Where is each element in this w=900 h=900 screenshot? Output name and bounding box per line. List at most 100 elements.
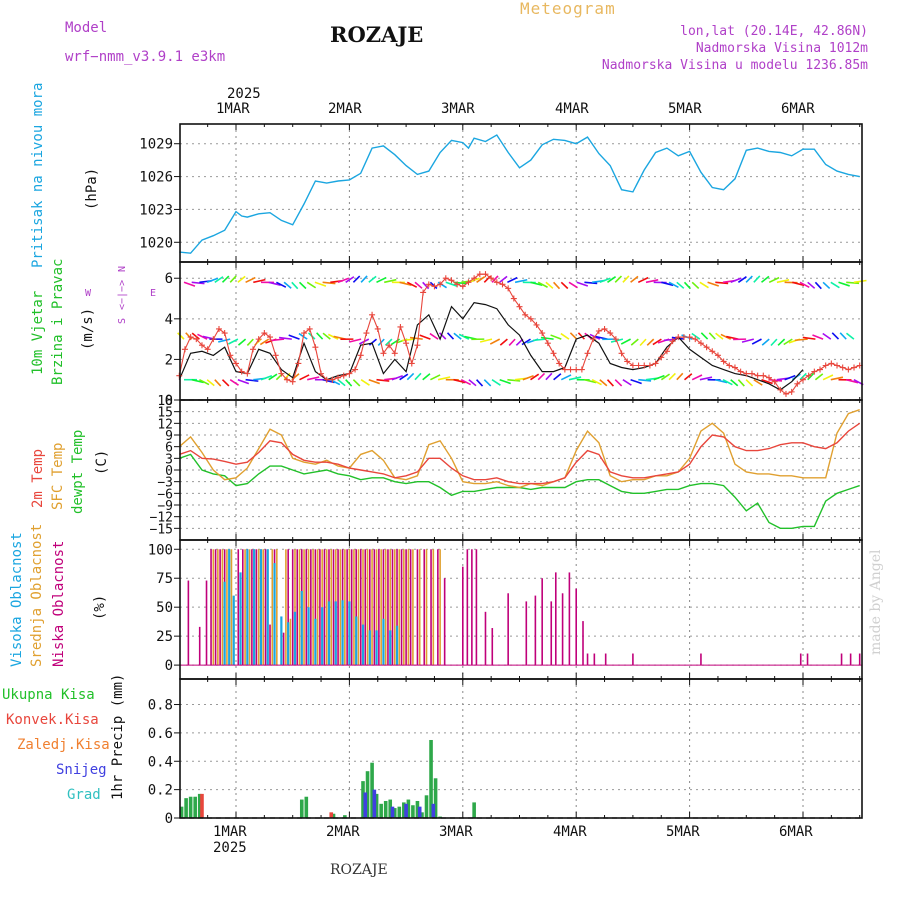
wind-speed-marker <box>675 334 682 341</box>
day-label-top: 4MAR <box>555 101 589 117</box>
precip-bar <box>188 796 193 818</box>
wind-direction-arrow <box>491 275 499 283</box>
day-label-bottom: 3MAR <box>439 824 473 840</box>
wind-speed-marker <box>340 372 347 379</box>
wind-speed-marker <box>800 376 806 383</box>
wind-speed-marker <box>573 366 580 373</box>
wind-direction-arrow <box>802 336 816 340</box>
wind-speed-marker <box>295 360 302 367</box>
precip-snow-label: Snijeg <box>56 762 107 778</box>
wind-direction-arrow <box>368 338 378 346</box>
wind-speed-marker <box>238 368 245 375</box>
wind-direction-arrow <box>237 338 247 346</box>
wind-direction-arrow <box>708 332 716 340</box>
wind-direction-arrow <box>279 336 292 340</box>
wind-speed-marker <box>765 374 772 381</box>
wind-speed-marker <box>851 364 858 371</box>
wind-direction-arrow <box>183 281 196 287</box>
wind-direction-arrow <box>639 338 647 347</box>
y-tick-label: 1020 <box>139 235 173 251</box>
wind-speed-marker <box>607 330 614 337</box>
wind-direction-arrow <box>691 374 703 381</box>
wind-direction-arrow <box>246 338 254 347</box>
wind-direction-arrow <box>522 374 534 381</box>
wind-direction-arrow <box>652 338 662 346</box>
precip-bar <box>424 795 429 818</box>
wind-direction-arrow <box>622 379 632 386</box>
precip-bar <box>431 803 436 818</box>
wind-direction-arrow <box>550 334 562 340</box>
wind-direction-arrow <box>508 338 516 347</box>
wind-direction-arrow <box>206 379 215 387</box>
wind-direction-arrow <box>646 338 655 346</box>
wind-direction-arrow <box>253 278 266 284</box>
wind-direction-arrow <box>422 281 430 290</box>
day-label-top: 1MAR <box>216 101 250 117</box>
wind-speed-marker <box>845 366 852 373</box>
wind-speed-marker <box>612 336 619 343</box>
wind-direction-arrow <box>560 281 569 290</box>
wind-speed-marker <box>227 352 234 359</box>
wind-direction-arrow <box>191 281 205 285</box>
wind-direction-arrow <box>814 281 822 290</box>
wind-direction-arrow <box>229 379 239 386</box>
precip-bar <box>411 805 415 818</box>
wind-direction-arrow <box>429 332 439 340</box>
wind-speed-marker <box>590 336 597 343</box>
wind-direction-arrow <box>699 376 713 381</box>
wind-speed-marker <box>748 370 755 377</box>
wind-direction-arrow <box>368 378 381 385</box>
wind-direction-arrow <box>453 281 467 285</box>
wind-direction-arrow <box>218 338 231 343</box>
y-tick-label: 0.4 <box>148 754 173 770</box>
wind-direction-arrow <box>545 281 554 289</box>
wind-direction-arrow <box>737 276 747 283</box>
wind-direction-arrow <box>291 281 299 290</box>
wind-speed-marker <box>601 325 608 332</box>
wind-speed-marker <box>459 283 466 290</box>
wind-direction-arrow <box>560 374 572 381</box>
wind-direction-arrow <box>237 378 250 385</box>
wind-speed-marker <box>731 364 738 371</box>
precip-bar <box>420 812 424 818</box>
wind-speed-marker <box>284 376 291 383</box>
wind-speed-marker <box>777 386 784 393</box>
y-tick-label: 4 <box>165 312 173 328</box>
precip-bar <box>415 800 420 818</box>
wind-direction-arrow <box>458 333 470 340</box>
wind-speed-marker <box>386 342 393 349</box>
wind-speed-marker <box>714 352 721 359</box>
coords-label: lon,lat (20.14E, 42.86N) <box>680 24 868 39</box>
wind-direction-arrow <box>468 379 477 387</box>
wind-speed-marker <box>488 275 495 282</box>
precip-bar <box>402 802 406 818</box>
wind-direction-arrow <box>214 276 224 283</box>
wind-direction-arrow <box>831 332 840 340</box>
wind-direction-arrow <box>707 281 719 287</box>
meteogram-label: Meteogram <box>520 0 616 18</box>
wind-direction-arrow <box>349 338 362 343</box>
wind-direction-arrow <box>327 333 339 340</box>
wind-speed-marker <box>493 279 500 286</box>
wind-speed-marker <box>250 346 257 353</box>
wind-direction-arrow <box>399 281 412 286</box>
wind-speed-marker <box>561 366 568 373</box>
precip-bar <box>329 812 334 818</box>
wind-direction-arrow <box>533 338 546 342</box>
wind-direction-arrow <box>715 332 724 340</box>
wind-direction-arrow <box>507 378 521 382</box>
wind-speed-marker <box>680 334 687 341</box>
wind-direction-arrow <box>406 372 415 381</box>
wind-direction-arrow <box>577 332 585 340</box>
wind-speed-marker <box>828 360 835 367</box>
day-label-bottom: 2MAR <box>326 824 360 840</box>
wind-direction-arrow <box>776 279 790 284</box>
wind-direction-arrow <box>245 276 256 284</box>
wind-speed-marker <box>629 362 636 369</box>
wind-speed-marker <box>533 321 540 328</box>
wind-direction-arrow <box>537 372 546 381</box>
wind-direction-arrow <box>553 373 562 381</box>
y-tick-label: 25 <box>156 629 173 645</box>
wind-speed-marker <box>420 289 427 296</box>
wind-direction-arrow <box>584 281 598 285</box>
